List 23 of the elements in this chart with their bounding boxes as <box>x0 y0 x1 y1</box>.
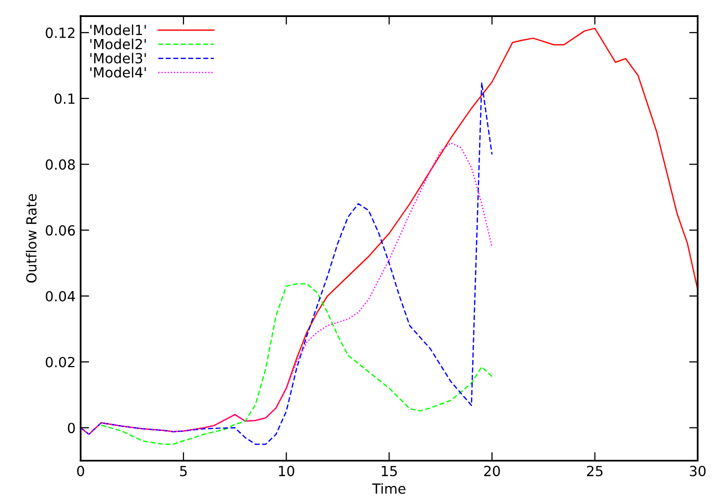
y-tick-label: 0.1 <box>54 93 74 104</box>
x-axis-title: Time <box>372 483 406 494</box>
y-tick-label: 0 <box>68 422 75 434</box>
y-axis-title: Outflow Rate <box>26 194 37 283</box>
x-tick-label: 15 <box>382 466 397 476</box>
x-tick-label: 10 <box>279 466 294 476</box>
y-tick-label: 0.02 <box>46 356 74 368</box>
y-tick-label: 0.08 <box>46 159 75 170</box>
legend-label: 'Model1' <box>90 24 146 36</box>
legend-label: 'Model4' <box>90 66 146 78</box>
line-series <box>80 142 493 435</box>
x-tick-label: 5 <box>180 466 187 476</box>
x-tick-label: 30 <box>690 466 706 476</box>
legend-label: 'Model3' <box>90 52 146 64</box>
line-series <box>80 82 493 445</box>
y-tick-label: 0.06 <box>46 225 75 236</box>
x-tick-label: 25 <box>587 466 602 476</box>
legend-label: 'Model2' <box>90 38 146 50</box>
y-tick-label: 0.04 <box>46 290 75 302</box>
line-series <box>100 283 493 445</box>
x-tick-label: 20 <box>484 466 500 476</box>
x-tick-label: 0 <box>77 466 84 476</box>
y-tick-label: 0.12 <box>46 28 74 38</box>
